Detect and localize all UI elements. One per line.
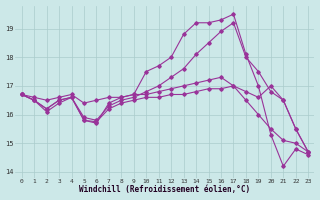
- X-axis label: Windchill (Refroidissement éolien,°C): Windchill (Refroidissement éolien,°C): [79, 185, 251, 194]
